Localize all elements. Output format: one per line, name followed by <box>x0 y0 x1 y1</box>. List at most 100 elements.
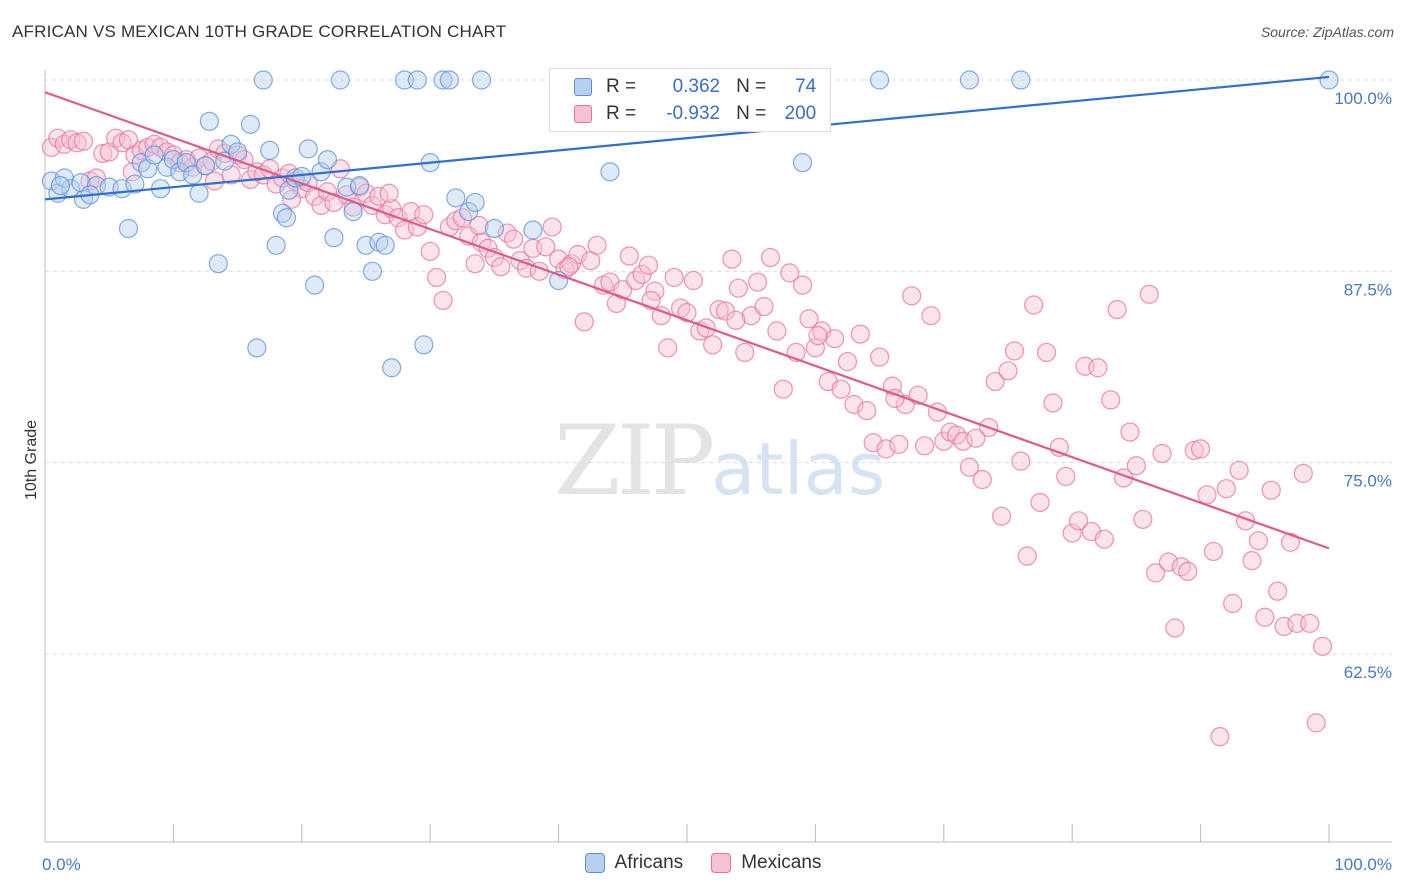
mexicans-point <box>491 257 511 277</box>
chart-title: AFRICAN VS MEXICAN 10TH GRADE CORRELATIO… <box>12 22 507 41</box>
legend-row-africans: R = 0.362 N = 74 <box>574 73 816 101</box>
mexicans-point <box>780 263 800 283</box>
mexicans-point <box>825 329 845 349</box>
mexicans-point <box>1024 295 1044 315</box>
mexicans-point <box>574 312 594 332</box>
mexicans-point <box>1069 511 1089 531</box>
legend-label-mexicans: Mexicans <box>741 852 822 873</box>
mexicans-point <box>914 436 935 456</box>
legend-item-africans[interactable]: Africans <box>584 852 684 874</box>
africans-point <box>523 220 543 240</box>
mexicans-point <box>548 249 569 269</box>
y-tick-label: 87.5% <box>1344 280 1392 299</box>
africans-point <box>50 176 71 196</box>
africans-point <box>144 145 164 165</box>
mexicans-point <box>204 171 225 191</box>
africans-point <box>439 70 460 90</box>
mexicans-point <box>808 326 828 346</box>
legend-r-value: -0.932 <box>666 103 721 124</box>
tick-labels: 62.5% 75.0% 87.5% 100.0% 0.0% 100.0% <box>42 89 1392 874</box>
mexicans-point <box>1197 485 1217 505</box>
mexicans-point <box>1120 422 1140 442</box>
mexicans-point <box>1248 531 1268 551</box>
africans-point <box>407 70 427 90</box>
legend-label-africans: Africans <box>614 852 684 873</box>
africans-point <box>253 70 273 90</box>
correlation-legend: R = 0.362 N = 74 R = -0.932 N = 200 <box>549 68 831 132</box>
africans-point <box>375 235 395 255</box>
y-axis-label: 10th Grade <box>23 420 40 500</box>
africans-point <box>792 153 813 173</box>
africans-point <box>240 114 261 134</box>
mexicans-point <box>1088 358 1108 378</box>
mexicans-point <box>536 237 556 257</box>
mexicans-point <box>619 246 639 266</box>
mexicans-point <box>587 235 607 255</box>
y-tick-label: 75.0% <box>1344 472 1392 491</box>
mexicans-point <box>73 131 94 151</box>
legend-n-value: 74 <box>795 76 817 97</box>
africans-point <box>324 228 344 248</box>
mexicans-point <box>966 428 986 448</box>
mexicans-point <box>1017 546 1037 566</box>
africans-point <box>208 254 228 274</box>
legend-row-mexicans: R = -0.932 N = 200 <box>574 100 816 128</box>
mexicans-point <box>959 457 980 477</box>
mexicans-point <box>748 272 768 292</box>
africans-point <box>157 157 177 177</box>
mexicans-point <box>1030 492 1050 513</box>
africans-point <box>446 188 466 208</box>
mexicans-point <box>726 310 746 330</box>
mexicans-point <box>677 303 697 323</box>
mexicans-point <box>1094 529 1114 549</box>
africans-legend-swatch <box>584 853 605 873</box>
africans-point <box>869 70 890 90</box>
mexicans-point <box>1165 618 1185 638</box>
mexicans-point <box>93 143 113 164</box>
mexicans-point <box>1056 466 1076 487</box>
legend-item-mexicans[interactable]: Mexicans <box>711 852 821 874</box>
mexicans-point <box>735 342 755 363</box>
mexicans-point <box>767 321 787 341</box>
africans-point <box>343 202 363 222</box>
mexicans-point <box>1101 390 1121 410</box>
legend-n-label: N = <box>736 103 767 124</box>
mexicans-point <box>1293 463 1313 483</box>
mexicans-point <box>991 506 1012 526</box>
africans-point <box>279 180 299 200</box>
mexicans-point <box>465 254 485 274</box>
mexicans-point <box>1261 480 1281 500</box>
africans-point <box>433 70 453 90</box>
mexicans-point <box>1190 439 1211 459</box>
mexicans-legend-swatch <box>711 853 732 873</box>
africans-point <box>276 208 296 228</box>
legend-r-value: 0.362 <box>672 76 721 97</box>
mexicans-point <box>754 296 774 317</box>
mexicans-point <box>921 306 941 326</box>
mexicans-point <box>559 257 579 277</box>
mexicans-point <box>1223 593 1243 614</box>
legend-n-value: 200 <box>784 103 817 124</box>
mexicans-point <box>722 249 742 269</box>
mexicans-point <box>805 338 826 358</box>
africans-trend-line <box>44 75 1330 201</box>
mexicans-point <box>703 335 723 355</box>
mexicans-point <box>542 217 562 237</box>
mexicans-point <box>433 290 453 311</box>
mexicans-point <box>1280 532 1301 552</box>
mexicans-point <box>1184 440 1204 461</box>
mexicans-point <box>773 379 793 399</box>
mexicans-point <box>1011 451 1031 471</box>
mexicans-point <box>420 241 440 262</box>
mexicans-point <box>1210 727 1230 747</box>
watermark-zip: ZIP <box>554 405 715 517</box>
africans-point <box>298 139 318 159</box>
africans-point <box>600 162 620 182</box>
mexicans-point <box>1062 523 1082 543</box>
legend-n-label: N = <box>736 76 767 97</box>
y-tick-label: 62.5% <box>1344 663 1392 682</box>
mexicans-point <box>1152 443 1172 464</box>
mexicans-trend-line <box>44 91 1330 550</box>
mexicans-point <box>889 434 909 454</box>
